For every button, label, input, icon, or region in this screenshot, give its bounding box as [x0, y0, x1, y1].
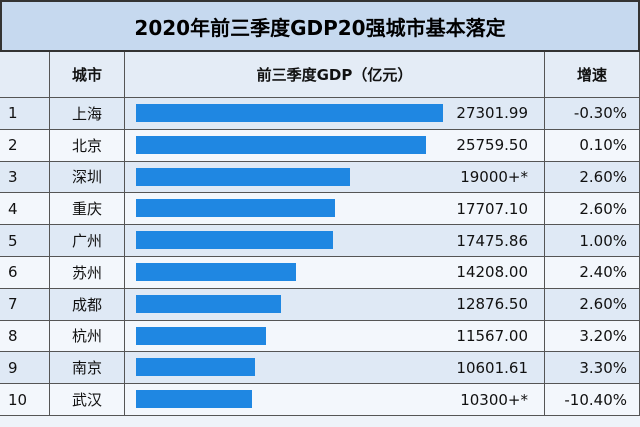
growth-cell: 1.00%: [545, 225, 640, 257]
bar: [136, 294, 281, 313]
growth-cell: 3.30%: [545, 352, 640, 385]
bar: [136, 263, 296, 281]
rank-cell: 2: [0, 129, 50, 162]
city-cell: 杭州: [50, 320, 125, 353]
growth-cell: 0.10%: [545, 129, 640, 162]
rank-cell: 1: [0, 98, 50, 130]
rank-cell: 9: [0, 352, 50, 385]
growth-cell: 2.40%: [545, 257, 640, 289]
header-cell: [0, 52, 50, 98]
city-cell: 武汉: [50, 384, 125, 416]
growth-cell: 2.60%: [545, 288, 640, 321]
bar: [136, 135, 426, 154]
city-cell: 北京: [50, 129, 125, 162]
bar: [136, 326, 267, 345]
growth-cell: -10.40%: [545, 384, 640, 416]
rank-cell: 3: [0, 161, 50, 194]
bar: [136, 231, 333, 250]
header-cell: 增速: [545, 52, 640, 98]
bar: [136, 199, 336, 218]
city-cell: 成都: [50, 288, 125, 321]
growth-cell: -0.30%: [545, 98, 640, 130]
bar: [136, 358, 256, 377]
rank-cell: 5: [0, 225, 50, 257]
city-cell: 上海: [50, 98, 125, 130]
growth-cell: 2.60%: [545, 193, 640, 226]
city-cell: 南京: [50, 352, 125, 385]
growth-cell: 2.60%: [545, 161, 640, 194]
growth-cell: 3.20%: [545, 320, 640, 353]
city-cell: 苏州: [50, 257, 125, 289]
bar: [136, 104, 444, 122]
rank-cell: 4: [0, 193, 50, 226]
bar: [136, 390, 252, 409]
city-cell: 广州: [50, 225, 125, 257]
header-cell: 城市: [50, 52, 125, 98]
header-cell: 前三季度GDP（亿元）: [125, 52, 545, 98]
rank-cell: 7: [0, 288, 50, 321]
city-cell: 重庆: [50, 193, 125, 226]
city-cell: 深圳: [50, 161, 125, 194]
rank-cell: 6: [0, 257, 50, 289]
chart-title: 2020年前三季度GDP20强城市基本落定: [0, 0, 640, 52]
rank-cell: 10: [0, 384, 50, 416]
rank-cell: 8: [0, 320, 50, 353]
bar: [136, 167, 350, 186]
